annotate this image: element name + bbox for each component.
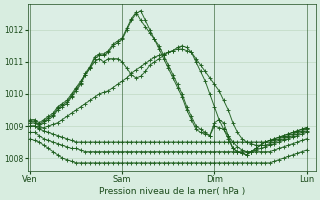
X-axis label: Pression niveau de la mer( hPa ): Pression niveau de la mer( hPa ) — [99, 187, 245, 196]
